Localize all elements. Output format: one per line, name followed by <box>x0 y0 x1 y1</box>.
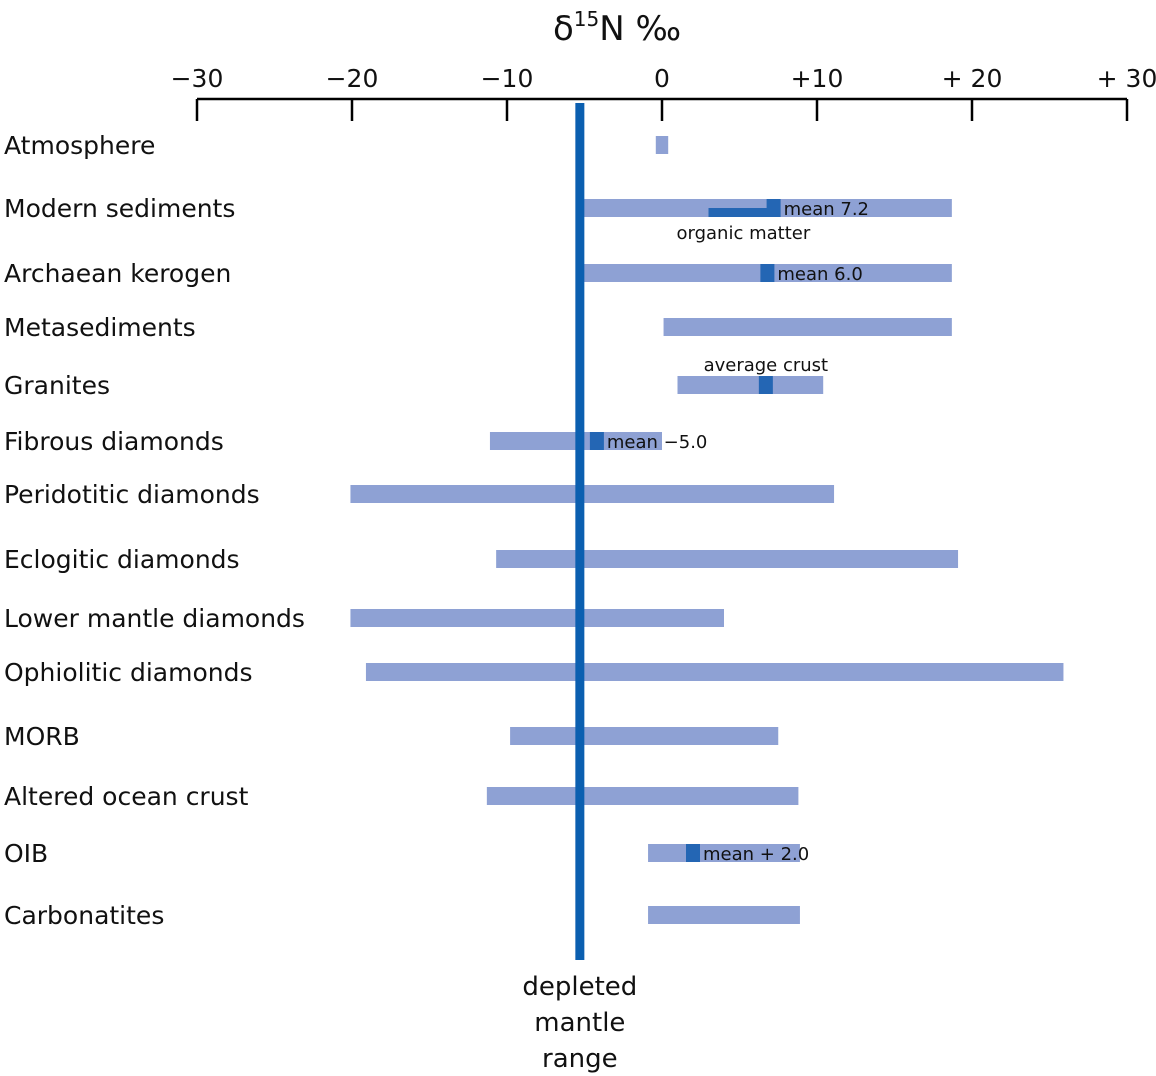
mean-label: mean + 2.0 <box>703 844 809 865</box>
sub-range-bar-modern-sediments <box>708 208 780 217</box>
mean-label: average crust <box>704 355 829 376</box>
x-tick-label: +10 <box>791 64 844 93</box>
range-bar-lower-mantle-diamonds <box>350 609 724 627</box>
mean-marker-modern-sediments <box>766 199 781 217</box>
x-tick-label: −10 <box>481 64 534 93</box>
depleted-mantle-line <box>575 103 585 960</box>
category-label: Modern sediments <box>4 194 235 223</box>
category-label: Eclogitic diamonds <box>4 545 240 574</box>
range-bar-carbonatites <box>648 906 800 924</box>
range-bar-ophiolitic-diamonds <box>365 663 1064 681</box>
mean-label: mean 6.0 <box>777 264 862 285</box>
category-label: Granites <box>4 371 110 400</box>
category-label: Carbonatites <box>4 901 164 930</box>
range-bar-atmosphere <box>655 136 669 154</box>
category-label: Lower mantle diamonds <box>4 604 305 633</box>
mean-marker-granites <box>758 376 773 394</box>
category-label: OIB <box>4 839 48 868</box>
range-bar-granites <box>677 376 824 394</box>
depleted-mantle-label: range <box>542 1044 618 1074</box>
x-tick-label: −20 <box>326 64 379 93</box>
title-suffix: N ‰ <box>599 9 681 49</box>
range-bar-metasediments <box>663 318 952 336</box>
category-label: Altered ocean crust <box>4 782 249 811</box>
category-label: Archaean kerogen <box>4 259 231 288</box>
range-bar-altered-ocean-crust <box>486 787 799 805</box>
category-label: Peridotitic diamonds <box>4 480 260 509</box>
category-label: Ophiolitic diamonds <box>4 658 253 687</box>
category-label: Atmosphere <box>4 131 155 160</box>
mean-label: mean −5.0 <box>607 432 707 453</box>
range-bar-peridotitic-diamonds <box>350 485 835 503</box>
range-bar-eclogitic-diamonds <box>496 550 959 568</box>
category-label: Fibrous diamonds <box>4 427 224 456</box>
range-bar-morb <box>510 727 779 745</box>
depleted-mantle-label: depleted <box>522 972 637 1002</box>
category-label: MORB <box>4 722 80 751</box>
mean-marker-fibrous-diamonds <box>589 432 604 450</box>
x-tick-label: 0 <box>654 64 670 93</box>
x-tick-label: −30 <box>171 64 224 93</box>
sub-range-label: organic matter <box>677 223 811 244</box>
category-label: Metasediments <box>4 313 196 342</box>
chart-title: δ15N ‰ <box>553 7 681 49</box>
mean-marker-oib <box>686 844 700 862</box>
mean-marker-archaean-kerogen <box>760 264 775 282</box>
x-tick-label: + 20 <box>942 64 1003 93</box>
x-tick-label: + 30 <box>1097 64 1156 93</box>
title-superscript: 15 <box>574 7 599 31</box>
title-delta: δ <box>553 9 574 49</box>
depleted-mantle-label: mantle <box>534 1008 625 1038</box>
mean-label: mean 7.2 <box>784 199 869 220</box>
